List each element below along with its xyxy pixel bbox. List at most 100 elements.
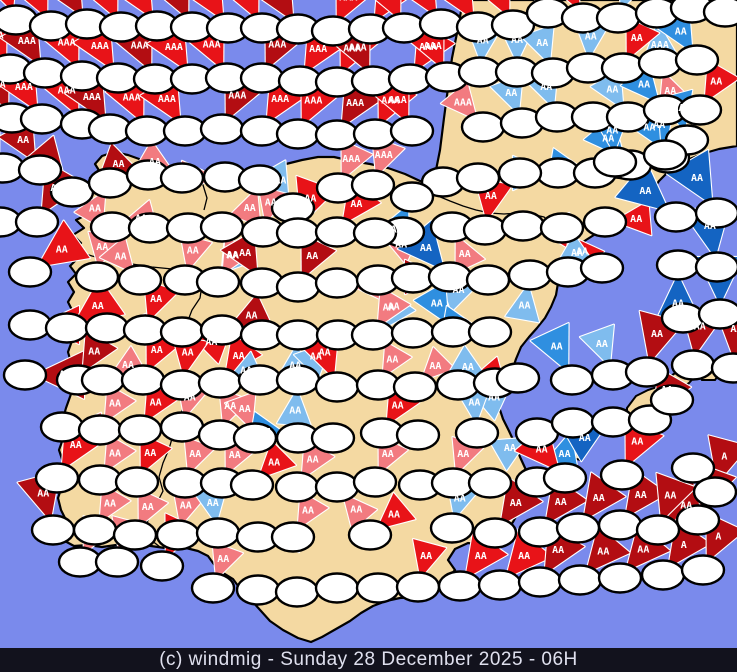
station-ellipse <box>89 211 135 243</box>
station-ellipse <box>197 367 243 399</box>
flag-label: AAA <box>309 44 327 55</box>
station-ellipse <box>599 459 645 491</box>
flag-label: AA <box>540 82 552 93</box>
station-ellipse <box>352 217 398 249</box>
flag-label: AA <box>37 488 49 499</box>
station-ellipse <box>437 570 483 602</box>
station-ellipse <box>237 164 283 196</box>
flag-label: AA <box>548 223 560 234</box>
flag-label: AA <box>694 321 706 332</box>
station-ellipse <box>159 369 205 401</box>
station-ellipse <box>555 512 601 544</box>
flag-label: AA <box>289 406 301 417</box>
wind-flag <box>36 219 91 268</box>
wind-flag <box>412 538 448 580</box>
flag-label: AA <box>606 84 618 95</box>
flag-label: A <box>721 451 727 462</box>
station-ellipse <box>347 519 393 551</box>
station-ellipse <box>642 139 688 171</box>
flag-label: AAA <box>91 41 109 52</box>
station-ellipse <box>597 562 643 594</box>
flag-label: AA <box>265 197 277 208</box>
flag-label: AA <box>56 244 68 255</box>
flag-label: AA <box>431 298 443 309</box>
flag-label: AAA <box>228 91 246 102</box>
flag-label: AA <box>58 320 70 331</box>
flag-label: AA <box>88 346 100 357</box>
flag-label: AA <box>585 31 597 42</box>
station-ellipse <box>467 316 513 348</box>
station-ellipse <box>539 212 585 244</box>
flag-label: AA <box>217 554 229 565</box>
station-ellipse <box>275 271 321 303</box>
station-ellipse <box>275 217 321 249</box>
station-ellipse <box>694 197 737 229</box>
flag-label: AA <box>135 214 147 225</box>
flag-label: AA <box>115 251 127 262</box>
flag-label: AA <box>119 527 131 538</box>
station-ellipse <box>117 264 163 296</box>
flag-label: AA <box>150 397 162 408</box>
caption-bar: (c) windmig - Sunday 28 December 2025 - … <box>0 648 737 672</box>
flag-label: AA <box>306 251 318 262</box>
station-ellipse <box>597 509 643 541</box>
flag-label: AAA <box>379 0 397 3</box>
station-ellipse <box>710 352 737 384</box>
flag-label: AAA <box>203 40 221 51</box>
flag-label: AA <box>468 398 480 409</box>
flag-label: AA <box>510 498 522 509</box>
flag-label: AA <box>631 33 643 44</box>
flag-label: AA <box>596 339 608 350</box>
flag-label: AAA <box>0 31 4 42</box>
flag-label: AA <box>505 88 517 99</box>
flag-label: AA <box>420 243 432 254</box>
station-ellipse <box>352 118 398 150</box>
flag-label: AA <box>680 501 692 512</box>
flag-label: AAA <box>165 42 183 53</box>
flag-label: AA <box>361 278 373 289</box>
wind-flag <box>488 436 531 472</box>
flag-label: AA <box>488 393 500 404</box>
station-ellipse <box>314 572 360 604</box>
flag-label: AA <box>392 400 404 411</box>
station-ellipse <box>314 216 360 248</box>
flag-label: AA <box>388 509 400 520</box>
wind-flag <box>411 0 438 18</box>
flag-label: AA <box>17 135 29 146</box>
wind-flag <box>340 138 374 181</box>
flag-label: AA <box>149 157 161 168</box>
flag-label: AAA <box>83 92 101 103</box>
flag-label: AAA <box>201 0 219 2</box>
station-ellipse <box>355 369 401 401</box>
flag-label: AA <box>661 385 673 396</box>
flag-label: A <box>681 540 687 551</box>
station-ellipse <box>310 15 356 47</box>
flag-label: AA <box>475 551 487 562</box>
station-ellipse <box>87 167 133 199</box>
flag-label: AA <box>180 500 192 511</box>
station-ellipse <box>418 8 464 40</box>
flag-label: AA <box>664 490 676 501</box>
flag-label: AAA <box>342 154 360 165</box>
flag-label: AA <box>42 158 54 169</box>
flag-label: AA <box>710 76 722 87</box>
station-ellipse <box>653 201 699 233</box>
wind-flag <box>420 346 456 382</box>
station-ellipse <box>114 466 160 498</box>
station-ellipse <box>159 411 205 443</box>
flag-label: AA <box>558 162 570 173</box>
flag-label: AA <box>511 35 523 46</box>
wind-flag <box>103 433 137 474</box>
flag-label: AA <box>96 242 108 253</box>
wind-flag <box>412 281 450 326</box>
station-ellipse <box>199 113 245 145</box>
flag-label: AA <box>576 246 588 257</box>
station-ellipse <box>275 319 321 351</box>
flag-label: AA <box>388 302 400 313</box>
flag-label: AA <box>207 498 219 509</box>
station-ellipse <box>87 113 133 145</box>
flag-label: AA <box>602 134 614 145</box>
station-ellipse <box>640 559 686 591</box>
flag-label: AA <box>182 347 194 358</box>
station-ellipse <box>542 462 588 494</box>
